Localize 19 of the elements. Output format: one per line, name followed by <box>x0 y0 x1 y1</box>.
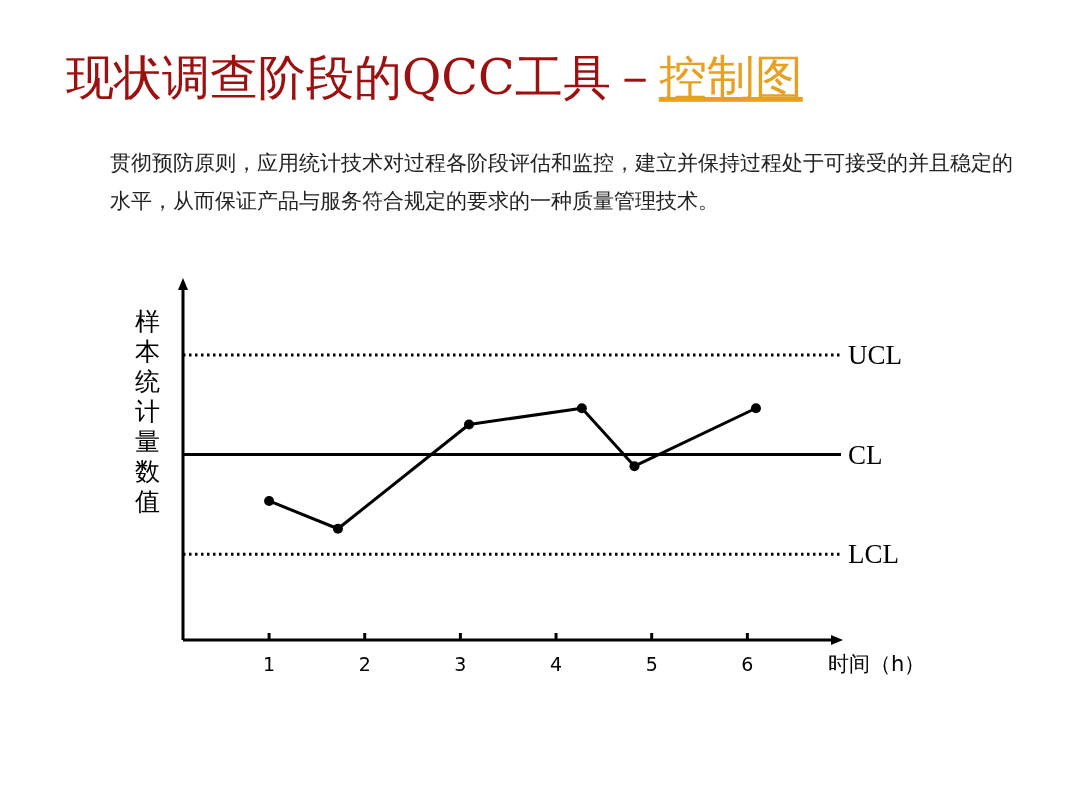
x-tick-label: 5 <box>645 653 658 675</box>
point <box>332 523 343 534</box>
x-tick-label: 4 <box>550 653 563 675</box>
x-tick-label: 6 <box>741 653 754 675</box>
point <box>629 461 640 472</box>
point <box>750 403 761 414</box>
point <box>576 403 587 414</box>
ref-line-label: UCL <box>848 339 902 370</box>
ref-line-label: CL <box>848 439 883 470</box>
chart-subtitle: 贯彻预防原则，应用统计技术对过程各阶段评估和监控，建立并保持过程处于可接受的并且稳定的水平，从而保证产品与服务符合规定的要求的一种质量管理技术。 <box>110 150 1014 215</box>
chart-title: 现状调查阶段的QCC工具－控制图 <box>66 49 803 105</box>
x-tick-label: 1 <box>263 653 276 675</box>
x-axis-title: 时间（h） <box>828 652 926 676</box>
y-axis-title: 样本统计量数值 <box>134 307 160 516</box>
ref-line-label: LCL <box>848 539 899 570</box>
point <box>264 495 275 506</box>
x-tick-label: 3 <box>454 653 467 675</box>
point <box>464 419 474 430</box>
x-tick-label: 2 <box>358 653 371 675</box>
